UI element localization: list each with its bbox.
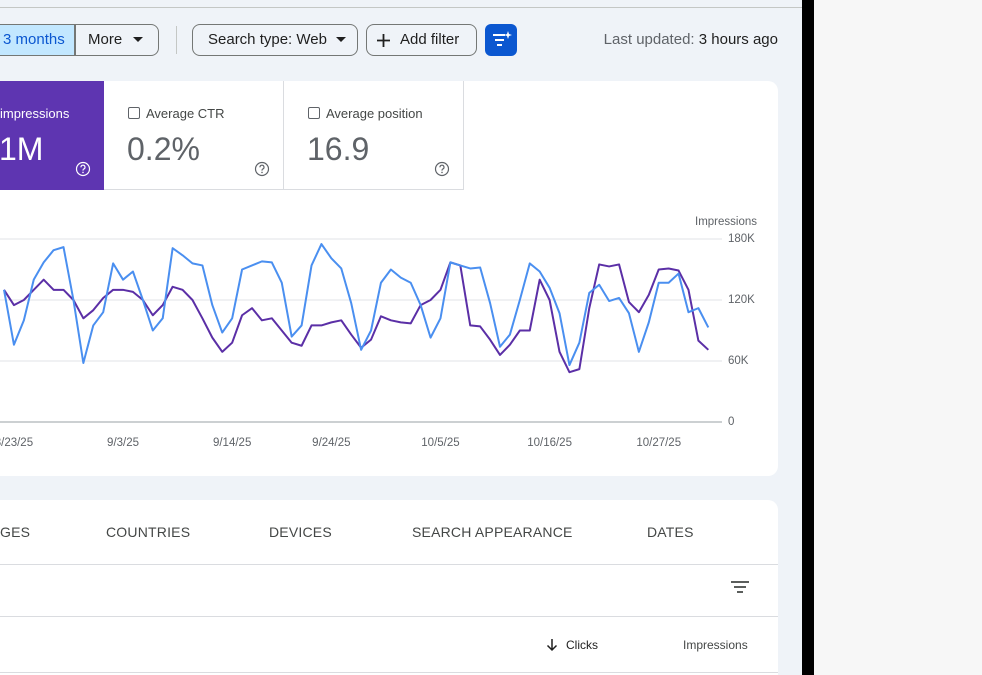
separator: [176, 26, 177, 54]
tab[interactable]: GES: [0, 524, 31, 540]
tab[interactable]: DATES: [647, 524, 694, 540]
checkbox[interactable]: [128, 107, 140, 119]
x-tick-label: 10/5/25: [421, 437, 459, 449]
tab[interactable]: DEVICES: [269, 524, 332, 540]
x-tick-label: 9/24/25: [312, 437, 350, 449]
search-type: Search type: Web: [208, 31, 327, 48]
plus-icon: [377, 34, 390, 47]
metric-label: Average CTR: [146, 106, 225, 121]
sort-arrow[interactable]: [546, 639, 558, 652]
last-updated-value: 3 hours ago: [698, 31, 778, 48]
x-tick-label: 9/14/25: [213, 437, 251, 449]
divider: [0, 564, 778, 565]
y-tick-label: 60K: [728, 355, 749, 367]
tab[interactable]: COUNTRIES: [106, 524, 191, 540]
search-type-button[interactable]: Search type: Web: [192, 24, 358, 56]
y-tick-label: 180K: [728, 233, 755, 245]
add-filter-button[interactable]: Add filter: [366, 24, 477, 56]
date-range-button[interactable]: 3 months: [0, 24, 75, 56]
tab[interactable]: SEARCH APPEARANCE: [412, 524, 573, 540]
metric-value: 0.2%: [127, 131, 200, 167]
metric-value: 16.9: [307, 131, 370, 167]
x-tick-label: 10/27/25: [636, 437, 681, 449]
y-tick-label: 120K: [728, 294, 755, 306]
filter-icon: [493, 31, 512, 46]
chart: Impressions 0 60K 120K 180K 8/23/25 9/3/25 9/1…: [0, 216, 757, 449]
help-icon[interactable]: [254, 161, 270, 177]
column-header[interactable]: Clicks: [566, 638, 598, 652]
help-icon[interactable]: [75, 161, 91, 177]
metric-value: 1M: [0, 131, 44, 167]
metric-tile-impressions[interactable]: impressions 1M: [0, 81, 104, 190]
main-area: 3 months More Search type: Web Add filte…: [0, 7, 802, 675]
column-header[interactable]: Impressions: [683, 638, 748, 652]
help-icon[interactable]: [434, 161, 450, 177]
checkbox[interactable]: [308, 107, 320, 119]
x-tick-label: 8/23/25: [0, 437, 33, 449]
more-button[interactable]: More: [75, 24, 159, 56]
data-line: [3, 243, 710, 367]
metric-tile-ctr[interactable]: Average CTR 0.2%: [104, 81, 284, 190]
dropdown-arrow: [133, 37, 143, 42]
divider: [0, 616, 778, 617]
data-line: [3, 261, 709, 374]
x-tick-label: 10/16/25: [527, 437, 572, 449]
filter-rows-icon[interactable]: [730, 580, 750, 594]
x-tick-label: 9/3/25: [107, 437, 139, 449]
y-axis-title: Impressions: [695, 216, 757, 228]
last-updated: Last updated: 3 hours ago: [604, 31, 778, 48]
add-filter-label: Add filter: [400, 31, 460, 48]
metric-label: impressions: [0, 106, 70, 121]
last-updated-label: Last updated:: [603, 31, 695, 48]
performance-card: impressions 1M Average CTR 0.2% Average …: [0, 81, 778, 476]
table-card: GES COUNTRIES DEVICES SEARCH APPEARANCE …: [0, 500, 778, 675]
ai-filter-button[interactable]: [485, 24, 517, 56]
metric-tile-position[interactable]: Average position 16.9: [284, 81, 464, 190]
dropdown-arrow: [336, 37, 346, 42]
y-tick-label: 0: [728, 416, 734, 428]
window-edge: [802, 0, 814, 675]
date-range: 3 months: [3, 31, 65, 48]
divider: [0, 7, 802, 8]
more-label: More: [88, 31, 123, 48]
divider: [0, 672, 778, 673]
metric-label: Average position: [326, 106, 423, 121]
